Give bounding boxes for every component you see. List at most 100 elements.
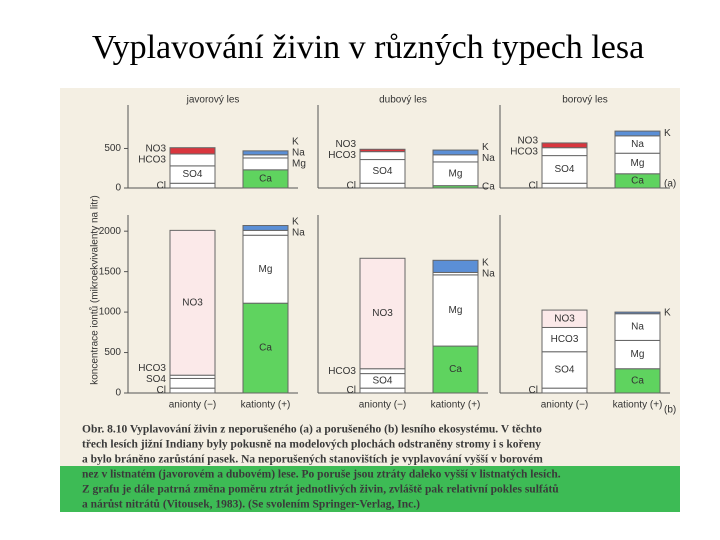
bar-segment	[169, 153, 216, 167]
bar-segment	[614, 339, 661, 370]
bar-segment	[242, 157, 289, 171]
segment-label: SO4	[554, 164, 574, 175]
bar-segment	[359, 182, 406, 189]
caption-line: a nárůst nitrátů (Vitousek, 1983). (Se s…	[82, 498, 420, 511]
caption-line: Obr. 8.10 Vyplavování živin z neporušené…	[82, 424, 542, 436]
x-tick-label: kationty (+)	[613, 400, 663, 411]
segment-label: K	[482, 257, 489, 268]
bar-segment	[614, 311, 661, 315]
y-tick-label: 0	[115, 388, 121, 399]
bar-segment	[359, 151, 406, 161]
segment-label: K	[292, 137, 299, 148]
bar-segment	[541, 147, 588, 157]
segment-label: Na	[482, 153, 495, 164]
segment-label: Cl	[529, 180, 538, 191]
bar-segment	[614, 130, 661, 137]
segment-label: Ca	[259, 343, 272, 354]
bar-segment	[541, 326, 588, 353]
segment-label: Cl	[529, 385, 538, 396]
chart-title: javorový les	[186, 95, 240, 106]
bar-segment	[432, 149, 479, 156]
bar-segment	[432, 154, 479, 163]
segment-label: SO4	[554, 365, 574, 376]
bar-segment	[242, 229, 289, 236]
segment-label: Ca	[259, 174, 272, 185]
segment-label: SO4	[182, 169, 202, 180]
segment-label: Mg	[259, 264, 273, 275]
segment-label: SO4	[146, 374, 166, 385]
segment-label: Ca	[482, 181, 495, 192]
bar-segment	[541, 351, 588, 389]
segment-label: K	[664, 308, 671, 319]
segment-label: Na	[482, 268, 495, 279]
segment-label: NO3	[554, 313, 575, 324]
x-tick-label: kationty (+)	[431, 400, 481, 411]
bar-segment	[169, 387, 216, 394]
segment-label: Cl	[157, 180, 166, 191]
bar-segment	[359, 368, 406, 375]
bar-segment	[359, 387, 406, 394]
bar-segment	[432, 345, 479, 394]
bar-segment	[169, 377, 216, 389]
slide-title: Vyplavování živin v různých typech lesa	[92, 29, 644, 66]
panel-label: (b)	[664, 405, 676, 416]
chart-title: borový les	[562, 95, 608, 106]
bar-segment	[541, 142, 588, 149]
bar-segment	[169, 147, 216, 155]
segment-label: Cl	[157, 385, 166, 396]
caption-line: nez v listnatém (javorovém a dubovém) le…	[82, 469, 561, 481]
segment-label: Ca	[449, 364, 462, 375]
caption-highlight	[60, 466, 680, 512]
segment-label: Cl	[347, 180, 356, 191]
x-tick-label: anionty (−)	[169, 400, 217, 411]
segment-label: NO3	[335, 139, 356, 150]
y-tick-label: 1500	[99, 266, 122, 277]
y-axis-label: koncentrace iontů (mikroekvivalenty na l…	[89, 195, 101, 385]
segment-label: K	[292, 216, 299, 227]
bar-segment	[242, 150, 289, 156]
segment-label: HCO3	[551, 334, 579, 345]
segment-label: K	[482, 142, 489, 153]
x-tick-label: anionty (−)	[541, 400, 589, 411]
y-tick-label: 500	[104, 347, 121, 358]
segment-label: HCO3	[138, 155, 166, 166]
y-tick-label: 0	[115, 183, 121, 194]
segment-label: SO4	[372, 166, 392, 177]
segment-label: HCO3	[328, 366, 356, 377]
segment-label: Mg	[449, 305, 463, 316]
y-tick-label: 500	[104, 143, 121, 154]
segment-label: Na	[292, 148, 305, 159]
segment-label: Na	[292, 227, 305, 238]
x-tick-label: kationty (+)	[241, 400, 291, 411]
bar-segment	[242, 225, 289, 231]
segment-label: Mg	[292, 159, 306, 170]
bar-segment	[541, 309, 588, 328]
y-tick-label: 2000	[99, 226, 122, 237]
segment-label: HCO3	[328, 150, 356, 161]
segment-label: NO3	[372, 308, 393, 319]
segment-label: Na	[631, 139, 644, 150]
caption-line: a bylo bráněno zarůstání pasek. Na nepor…	[82, 453, 543, 466]
segment-label: NO3	[182, 297, 203, 308]
bar-segment	[242, 302, 289, 394]
segment-label: NO3	[145, 144, 166, 155]
panel-label: (a)	[664, 179, 676, 190]
segment-label: K	[664, 128, 671, 139]
bar-segment	[614, 313, 661, 341]
segment-label: HCO3	[138, 363, 166, 374]
segment-label: Mg	[449, 168, 463, 179]
bar-segment	[432, 259, 479, 273]
bar-segment	[359, 148, 406, 153]
segment-label: Ca	[631, 176, 644, 187]
bar-segment	[432, 274, 479, 347]
bar-segment	[169, 229, 216, 376]
bar-segment	[541, 387, 588, 394]
segment-label: Cl	[347, 385, 356, 396]
segment-label: Ca	[631, 376, 644, 387]
segment-label: SO4	[372, 376, 392, 387]
segment-label: NO3	[517, 135, 538, 146]
chart-title: dubový les	[379, 95, 427, 106]
y-tick-label: 1000	[99, 307, 122, 318]
bar-segment	[359, 257, 406, 370]
